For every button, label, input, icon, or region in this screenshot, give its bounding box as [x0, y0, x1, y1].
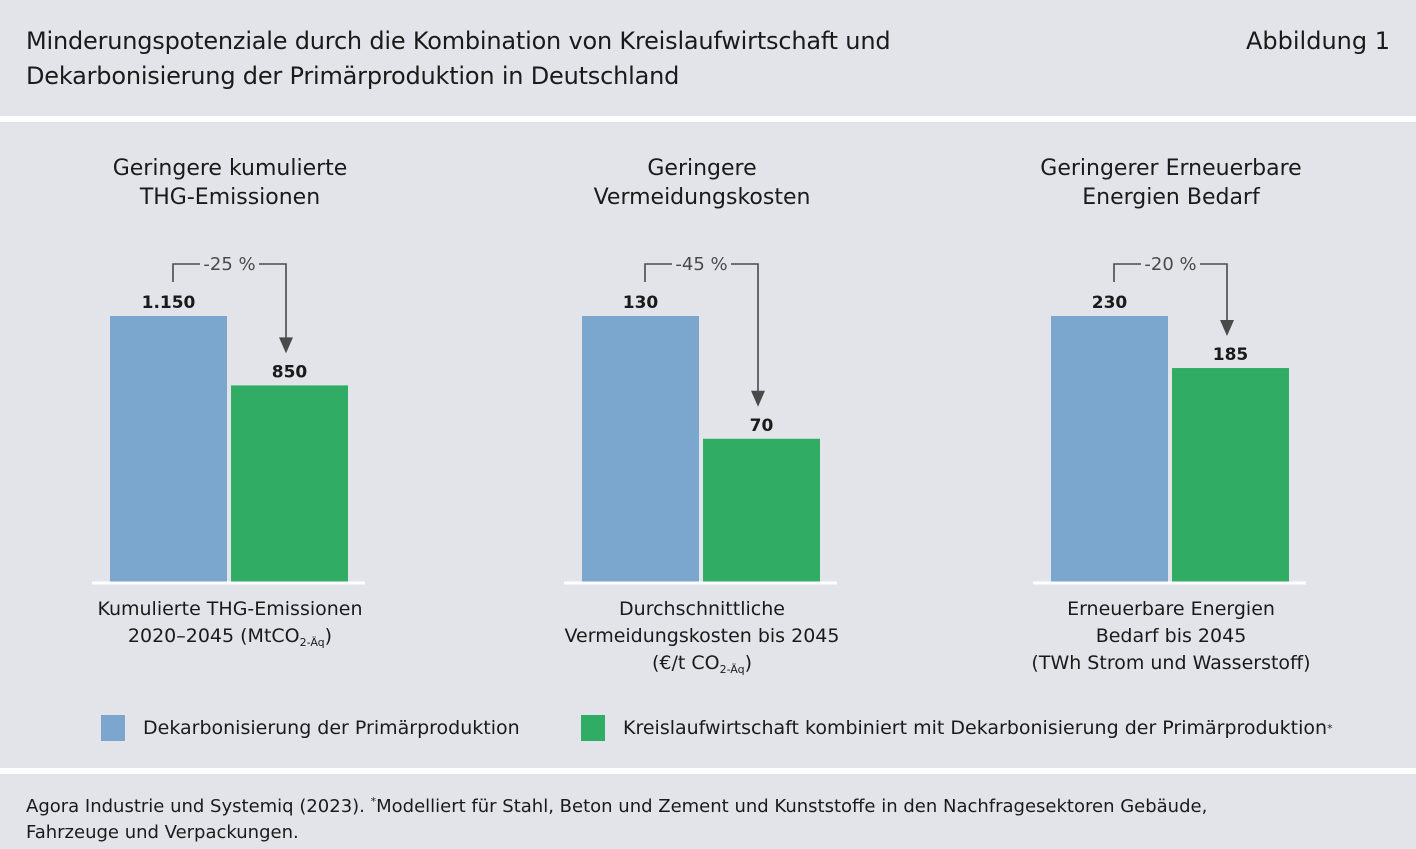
figure-title-line-1: Minderungspotenziale durch die Kombinati…	[26, 27, 891, 55]
x-axis-label-line-1: Erneuerbare Energien	[1067, 598, 1275, 620]
source-note-line-1: Agora Industrie und Systemiq (2023). *Mo…	[26, 789, 1386, 820]
bar-value-label: 185	[1213, 345, 1249, 365]
panel-title: Geringere Vermeidungskosten	[482, 154, 922, 212]
chart-panel-abatement-costs: Geringere Vermeidungskosten 130 70 -45 % D…	[482, 122, 922, 702]
change-percent-label: -25 %	[203, 254, 255, 275]
x-axis-label: Durchschnittliche Vermeidungskosten bis …	[482, 596, 922, 683]
header-band	[0, 0, 1416, 116]
change-bracket-left	[1113, 263, 1141, 282]
bar-circular	[1172, 368, 1289, 582]
legend-swatch-circular	[581, 715, 605, 741]
panel-title-line-1: Geringerer Erneuerbare	[1040, 156, 1302, 181]
x-axis-label-line-1: Kumulierte THG-Emissionen	[97, 598, 363, 620]
change-bracket-right	[259, 263, 287, 340]
chart-svg: 230 185 -20 %	[1033, 254, 1306, 585]
x-axis-label-line-3: (€/t CO2-Äq)	[651, 652, 753, 676]
footnote-marker: *	[370, 795, 377, 808]
panel-title-line-2: Vermeidungskosten	[593, 185, 811, 210]
change-arrowhead	[279, 337, 293, 354]
bar-primary	[1051, 316, 1168, 582]
change-percent-label: -45 %	[675, 254, 727, 275]
panel-title-line-2: THG-Emissionen	[139, 185, 321, 210]
chart-panel-emissions: Geringere kumulierte THG-Emissionen 1.15…	[10, 122, 450, 702]
legend-footnote-marker: *	[1327, 721, 1333, 735]
chart-svg: 130 70 -45 %	[564, 254, 837, 585]
change-arrowhead	[1220, 320, 1234, 337]
x-axis-label-line-2: Vermeidungskosten bis 2045	[564, 625, 840, 647]
bar-circular	[703, 438, 820, 582]
bar-primary	[582, 316, 699, 582]
footer-band	[0, 774, 1416, 849]
panel-title-line-1: Geringere	[647, 156, 757, 181]
source-note: Agora Industrie und Systemiq (2023). *Mo…	[26, 789, 1386, 846]
bar-value-label: 850	[272, 362, 308, 382]
figure-title-line-2: Dekarbonisierung der Primärproduktion in…	[26, 62, 680, 90]
x-axis-label: Erneuerbare Energien Bedarf bis 2045 (TW…	[951, 596, 1391, 677]
legend-item-circular: Kreislaufwirtschaft kombiniert mit Dekar…	[581, 713, 1333, 743]
legend-swatch-primary	[101, 715, 125, 741]
x-axis-label-line-3: (TWh Strom und Wasserstoff)	[1031, 652, 1311, 674]
bar-circular	[231, 385, 348, 582]
panel-title: Geringerer Erneuerbare Energien Bedarf	[951, 154, 1391, 212]
change-bracket-left	[644, 263, 672, 282]
change-bracket-left	[172, 263, 200, 282]
footnote-text: Modelliert für Stahl, Beton und Zement u…	[376, 796, 1208, 817]
bar-value-label: 230	[1092, 293, 1128, 313]
bar-value-label: 1.150	[142, 293, 196, 313]
x-axis-label-line-2: 2020–2045 (MtCO2-Äq)	[127, 625, 333, 649]
change-bracket-right	[1200, 263, 1228, 323]
source-note-line-2: Fahrzeuge und Verpackungen.	[26, 822, 299, 843]
figure-title: Minderungspotenziale durch die Kombinati…	[26, 24, 1026, 94]
figure-number: Abbildung 1	[1245, 27, 1390, 55]
panel-title-line-2: Energien Bedarf	[1082, 185, 1260, 210]
panel-title-line-1: Geringere kumulierte	[112, 156, 348, 181]
x-axis-label-line-2: Bedarf bis 2045	[1095, 625, 1247, 647]
x-axis-label: Kumulierte THG-Emissionen 2020–2045 (MtC…	[10, 596, 450, 656]
legend-label-primary: Dekarbonisierung der Primärproduktion	[143, 717, 520, 739]
x-axis-label-line-1: Durchschnittliche	[619, 598, 785, 620]
chart-svg: 1.150 850 -25 %	[92, 254, 365, 585]
source-citation: Agora Industrie und Systemiq (2023).	[26, 796, 371, 817]
chart-panel-renewables-demand: Geringerer Erneuerbare Energien Bedarf 2…	[951, 122, 1391, 702]
bar-value-label: 70	[750, 416, 774, 436]
panel-title: Geringere kumulierte THG-Emissionen	[10, 154, 450, 212]
change-bracket-right	[731, 263, 759, 393]
change-percent-label: -20 %	[1144, 254, 1196, 275]
bar-value-label: 130	[623, 293, 659, 313]
change-arrowhead	[751, 390, 765, 407]
legend-label-circular: Kreislaufwirtschaft kombiniert mit Dekar…	[623, 717, 1328, 739]
legend-item-primary: Dekarbonisierung der Primärproduktion	[101, 713, 520, 743]
bar-primary	[110, 316, 227, 582]
